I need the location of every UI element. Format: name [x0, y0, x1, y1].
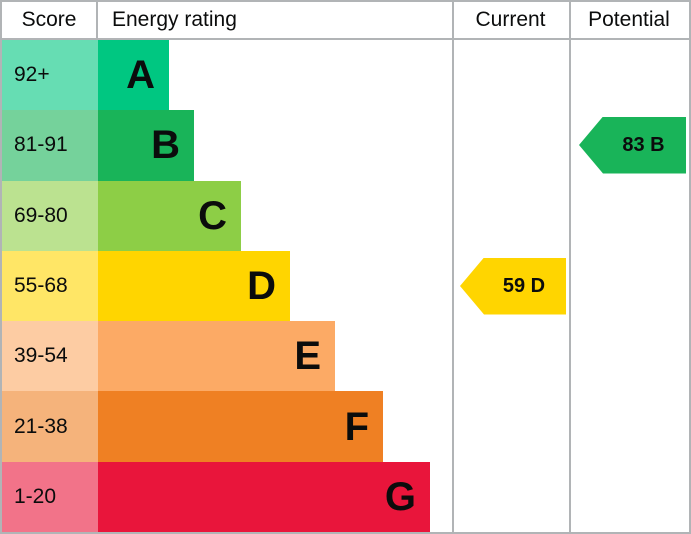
score-range: 39-54 — [2, 321, 98, 392]
current-column-divider — [452, 2, 454, 532]
rating-band-c: C — [98, 180, 241, 251]
score-range: 21-38 — [2, 391, 98, 462]
potential-rating-label: 83 B — [622, 133, 665, 156]
potential-column-header: Potential — [588, 8, 670, 31]
score-range: 55-68 — [2, 250, 98, 322]
rating-band-f: F — [98, 391, 383, 462]
score-range: 81-91 — [2, 110, 98, 181]
band-letter: D — [247, 263, 276, 308]
rating-row-b: 81-91 B — [2, 110, 689, 181]
band-letter: B — [151, 123, 180, 168]
potential-rating-arrow: 83 B — [579, 116, 686, 174]
band-letter: G — [384, 474, 416, 519]
band-letter: F — [344, 404, 369, 449]
band-letter: C — [198, 193, 227, 238]
rating-row-a: 92+ A — [2, 40, 689, 111]
current-rating-arrow: 59 D — [460, 257, 566, 315]
score-range: 69-80 — [2, 180, 98, 251]
rating-row-d: 55-68 D — [2, 250, 689, 322]
energy-rating-column-header: Energy rating — [112, 8, 237, 31]
score-column-header: Score — [2, 2, 98, 38]
rating-band-a: A — [98, 40, 169, 111]
score-range: 92+ — [2, 40, 98, 111]
band-letter: E — [294, 334, 321, 379]
band-letter: A — [126, 53, 155, 98]
rating-row-f: 21-38 F — [2, 391, 689, 462]
rating-band-b: B — [98, 110, 194, 181]
rating-row-g: 1-20 G — [2, 461, 689, 532]
rating-row-e: 39-54 E — [2, 321, 689, 392]
current-column-header: Current — [475, 8, 546, 31]
bands-rows: 92+ A 81-91 B 69-80 C 55-68 D 39-54 E 21-38 F 1-20 G — [2, 40, 689, 532]
current-rating-label: 59 D — [502, 274, 546, 297]
rating-band-e: E — [98, 321, 335, 392]
rating-row-c: 69-80 C — [2, 180, 689, 251]
rating-band-g: G — [98, 461, 430, 532]
rating-band-d: D — [98, 250, 290, 322]
potential-column-divider — [569, 2, 571, 532]
score-range: 1-20 — [2, 461, 98, 532]
chart-header-row: Score Energy rating Current Potential — [2, 2, 689, 40]
